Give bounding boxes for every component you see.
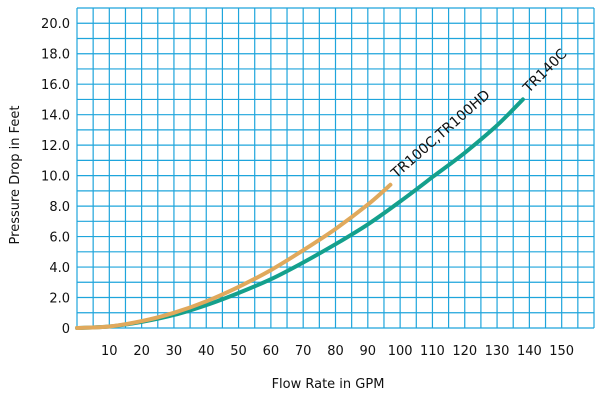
- y-tick-label: 20.0: [41, 17, 70, 32]
- x-axis-ticks: 10 20 30 40 50 60 70 80 90 100 110 120 130 140 150: [101, 344, 574, 359]
- y-tick-label: 6.0: [49, 231, 70, 246]
- x-tick-label: 60: [263, 344, 280, 359]
- x-axis-title: Flow Rate in GPM: [272, 377, 385, 392]
- series-label-tr100c-tr100hd: TR100C,TR100HD: [388, 87, 494, 182]
- y-tick-label: 8.0: [49, 200, 70, 215]
- x-tick-label: 10: [101, 344, 118, 359]
- x-tick-label: 140: [517, 344, 542, 359]
- y-tick-label: 0: [62, 322, 70, 337]
- y-tick-label: 18.0: [41, 48, 70, 63]
- series-line-tr140c: [75, 97, 525, 330]
- grid: [76, 7, 595, 329]
- x-tick-label: 70: [295, 344, 312, 359]
- y-axis-ticks: 0 2.0 4.0 6.0 8.0 10.0 12.0 14.0 16.0 18.0 20.0: [41, 17, 70, 337]
- y-tick-label: 2.0: [49, 292, 70, 307]
- y-tick-label: 4.0: [49, 261, 70, 276]
- x-tick-label: 130: [485, 344, 510, 359]
- x-tick-label: 50: [230, 344, 247, 359]
- x-tick-label: 120: [452, 344, 477, 359]
- x-tick-label: 20: [133, 344, 150, 359]
- x-tick-label: 100: [388, 344, 413, 359]
- x-tick-label: 80: [327, 344, 344, 359]
- x-tick-label: 110: [420, 344, 445, 359]
- y-tick-label: 12.0: [41, 139, 70, 154]
- series-line-tr100c-tr100hd: [75, 182, 393, 330]
- x-tick-label: 90: [360, 344, 377, 359]
- y-axis-title: Pressure Drop in Feet: [8, 106, 23, 245]
- series-lines: [75, 97, 525, 330]
- y-tick-label: 16.0: [41, 78, 70, 93]
- x-tick-label: 40: [198, 344, 215, 359]
- y-tick-label: 14.0: [41, 109, 70, 124]
- x-tick-label: 30: [166, 344, 183, 359]
- x-tick-label: 150: [549, 344, 574, 359]
- y-tick-label: 10.0: [41, 170, 70, 185]
